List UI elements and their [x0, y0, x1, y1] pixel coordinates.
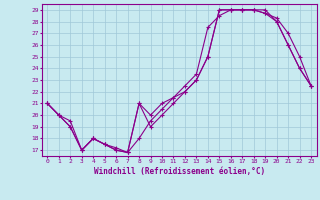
X-axis label: Windchill (Refroidissement éolien,°C): Windchill (Refroidissement éolien,°C): [94, 167, 265, 176]
